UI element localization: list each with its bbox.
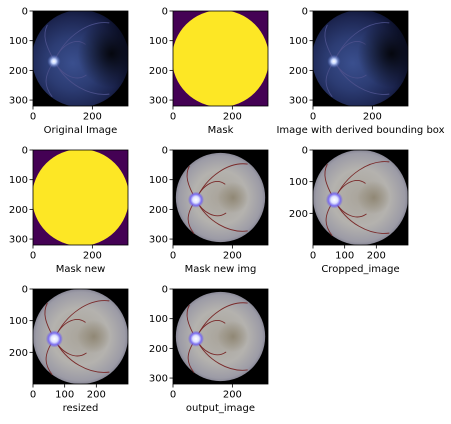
x-tick-label: 0 — [30, 251, 36, 262]
axes-frame — [172, 149, 269, 246]
panel-image — [173, 289, 268, 384]
y-tick-label: 100 — [289, 177, 308, 188]
axes-frame — [32, 288, 129, 385]
x-tick-label: 0 — [170, 112, 176, 123]
panel-label: Cropped_image — [321, 264, 399, 275]
x-tick-label: 200 — [83, 251, 102, 262]
optic-disc — [187, 191, 204, 208]
panel-label: resized — [63, 403, 99, 414]
panel-image — [173, 150, 268, 245]
x-tick-label: 0 — [310, 251, 316, 262]
y-tick-label: 0 — [302, 146, 308, 157]
x-tick-label: 200 — [223, 390, 242, 401]
y-tick-label: 100 — [149, 175, 168, 186]
x-tick-label: 200 — [83, 112, 102, 123]
x-tick-label: 200 — [363, 112, 382, 123]
optic-disc — [325, 191, 343, 209]
fundus-shadow — [313, 11, 408, 106]
panel-7: 0 100 200 0 100 200 resized — [9, 285, 129, 414]
y-tick-label: 0 — [22, 285, 28, 296]
panel-label: Mask new img — [185, 264, 257, 275]
panel-4: 0 200 0 100 200 300 Mask new — [9, 146, 129, 275]
x-tick-label: 0 — [30, 390, 36, 401]
x-tick-label: 200 — [223, 112, 242, 123]
y-tick-label: 300 — [149, 96, 168, 107]
axes-frame — [312, 149, 409, 246]
y-tick-label: 200 — [9, 348, 28, 359]
y-tick-label: 0 — [22, 146, 28, 157]
y-tick-label: 0 — [162, 285, 168, 296]
y-tick-label: 200 — [9, 66, 28, 77]
y-tick-label: 200 — [149, 66, 168, 77]
y-tick-label: 100 — [149, 314, 168, 325]
x-tick-label: 200 — [223, 251, 242, 262]
panel-5: 0 200 0 100 200 300 Mask new img — [149, 146, 269, 275]
panel-6: 0 100 200 0 100 200 Cropped_image — [289, 146, 409, 275]
macula — [77, 319, 111, 354]
y-tick-label: 300 — [149, 374, 168, 385]
panel-8: 0 200 0 100 200 300 output_image — [149, 285, 269, 414]
y-tick-label: 300 — [289, 96, 308, 107]
y-tick-label: 100 — [289, 36, 308, 47]
panel-2: 0 200 0 100 200 300 Mask — [149, 7, 269, 136]
y-tick-label: 200 — [9, 205, 28, 216]
optic-disc — [327, 54, 341, 68]
panel-image — [33, 11, 128, 106]
y-tick-label: 200 — [289, 209, 308, 220]
panel-image — [313, 11, 408, 106]
x-tick-label: 0 — [170, 390, 176, 401]
y-tick-label: 300 — [9, 96, 28, 107]
panel-image — [33, 289, 128, 384]
mask-circle — [33, 150, 128, 245]
y-tick-label: 200 — [149, 205, 168, 216]
axes-frame — [172, 288, 269, 385]
y-tick-label: 100 — [9, 36, 28, 47]
macula — [357, 180, 391, 215]
panel-3: 0 200 0 100 200 300 Image with derived boundin… — [276, 7, 444, 137]
x-tick-label: 100 — [55, 390, 74, 401]
y-tick-label: 200 — [289, 66, 308, 77]
fundus-shadow — [33, 11, 128, 106]
x-tick-label: 200 — [367, 251, 386, 262]
x-tick-label: 0 — [310, 112, 316, 123]
y-tick-label: 0 — [22, 7, 28, 18]
x-tick-label: 0 — [170, 251, 176, 262]
macula — [217, 181, 249, 214]
y-tick-label: 300 — [9, 235, 28, 246]
panel-1: 0 200 0 100 200 300 Original Image — [9, 7, 129, 136]
panel-label: Mask — [208, 125, 234, 136]
panel-label: output_image — [186, 403, 255, 414]
y-tick-label: 100 — [9, 316, 28, 327]
x-tick-label: 0 — [30, 112, 36, 123]
y-tick-label: 100 — [149, 36, 168, 47]
x-tick-label: 200 — [87, 390, 106, 401]
x-tick-label: 100 — [335, 251, 354, 262]
optic-disc — [45, 330, 63, 348]
y-tick-label: 0 — [302, 7, 308, 18]
optic-disc — [187, 330, 204, 347]
y-tick-label: 100 — [9, 175, 28, 186]
panel-image — [33, 150, 128, 245]
axes-frame — [32, 10, 129, 107]
axes-frame — [172, 10, 269, 107]
y-tick-label: 0 — [162, 146, 168, 157]
panel-image — [313, 150, 408, 245]
optic-disc — [47, 54, 61, 68]
macula — [217, 320, 249, 353]
panel-label: Original Image — [44, 125, 118, 136]
panel-image — [173, 11, 268, 106]
y-tick-label: 0 — [162, 7, 168, 18]
y-tick-label: 300 — [149, 235, 168, 246]
panel-label: Image with derived bounding box — [276, 125, 444, 136]
axes-frame — [32, 149, 129, 246]
panel-label: Mask new — [56, 264, 106, 275]
axes-frame — [312, 10, 409, 107]
mask-circle — [173, 11, 268, 106]
y-tick-label: 200 — [149, 344, 168, 355]
